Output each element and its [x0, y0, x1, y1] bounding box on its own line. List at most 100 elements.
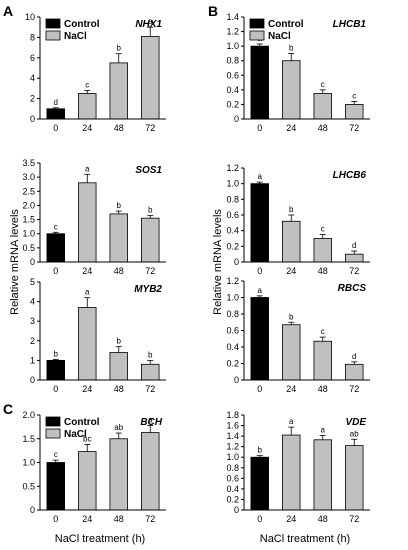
y-tick-label: 1.4 — [226, 12, 239, 22]
y-tick-label: 4 — [30, 73, 35, 83]
x-tick-label: 0 — [257, 123, 262, 133]
significance-letter: b — [258, 446, 263, 455]
significance-letter: ab — [114, 423, 123, 432]
y-tick-label: 0.4 — [226, 342, 239, 352]
y-tick-label: 1.0 — [226, 179, 239, 189]
x-tick-label: 24 — [82, 514, 92, 524]
x-tick-label: 48 — [318, 123, 328, 133]
bar — [345, 104, 364, 120]
significance-letter: b — [289, 205, 294, 214]
bar — [282, 324, 301, 381]
y-tick-label: 4 — [30, 297, 35, 307]
bar — [109, 438, 128, 511]
legend-swatch-control — [45, 18, 61, 29]
y-tick-label: 1.5 — [22, 215, 35, 225]
bar — [313, 340, 332, 381]
chart-rbcs: 0 0.2 0.4 0.6 0.8 1.0 1.2 a 0 b 24 c 48 d 72 RBCS — [226, 276, 370, 394]
bar — [141, 35, 160, 120]
significance-letter: d — [54, 98, 58, 107]
bar — [109, 213, 128, 263]
chart-myb2: 0 1 2 3 4 5 b 0 a 24 b 48 b 72 MYB2 — [30, 277, 166, 394]
bar — [250, 297, 269, 381]
chart-title: SOS1 — [135, 165, 162, 176]
chart-title: MYB2 — [134, 284, 162, 295]
chart-title: NHX1 — [135, 19, 162, 30]
significance-letter: d — [352, 352, 356, 361]
y-tick-label: 8 — [30, 32, 35, 42]
y-tick-label: 0.4 — [226, 484, 239, 494]
chart-title: RBCS — [338, 283, 367, 294]
bar — [46, 233, 65, 263]
bar — [46, 108, 65, 120]
x-tick-label: 48 — [318, 514, 328, 524]
y-tick-label: 0.6 — [226, 210, 239, 220]
chart-lhcb6: 0 0.2 0.4 0.6 0.8 1.0 1.2 a 0 b 24 c 48 d 72 LHCB6 — [226, 163, 370, 276]
x-tick-label: 48 — [114, 123, 124, 133]
significance-letter: c — [85, 80, 89, 89]
significance-letter: a — [148, 17, 153, 26]
significance-letter: a — [148, 415, 153, 424]
bar — [345, 363, 364, 381]
x-tick-label: 24 — [82, 123, 92, 133]
y-tick-label: 1.4 — [226, 431, 239, 441]
y-tick-label: 2 — [30, 94, 35, 104]
significance-letter: a — [85, 288, 90, 297]
y-tick-label: 0 — [30, 114, 35, 124]
significance-letter: a — [258, 172, 263, 181]
x-tick-label: 48 — [114, 384, 124, 394]
y-tick-label: 0 — [234, 375, 239, 385]
significance-letter: b — [117, 201, 122, 210]
x-tick-label: 24 — [286, 266, 296, 276]
y-tick-label: 5 — [30, 277, 35, 287]
y-tick-label: 0.2 — [226, 494, 239, 504]
chart-title: LHCB1 — [333, 19, 367, 30]
x-tick-label: 24 — [82, 266, 92, 276]
significance-letter: a — [289, 417, 294, 426]
significance-letter: b — [148, 350, 153, 359]
x-tick-label: 72 — [145, 266, 155, 276]
significance-letter: c — [54, 222, 58, 231]
x-tick-label: 24 — [286, 384, 296, 394]
y-tick-label: 3.0 — [22, 172, 35, 182]
y-tick-label: 1.0 — [226, 41, 239, 51]
x-tick-label: 72 — [349, 514, 359, 524]
legend-label-nacl: NaCl — [64, 429, 87, 440]
significance-letter: a — [85, 164, 90, 173]
x-tick-label: 48 — [318, 266, 328, 276]
y-tick-label: 1.2 — [226, 276, 239, 286]
legend-swatch-nacl — [45, 428, 61, 439]
bar — [109, 352, 128, 381]
x-tick-label: 0 — [53, 384, 58, 394]
bar — [282, 220, 301, 263]
y-tick-label: 0 — [234, 505, 239, 515]
bar — [78, 307, 97, 381]
y-tick-label: 1.0 — [226, 293, 239, 303]
y-tick-label: 1.0 — [22, 458, 35, 468]
chart-title: BCH — [140, 417, 162, 428]
x-tick-label: 0 — [257, 384, 262, 394]
bar — [345, 445, 364, 511]
significance-letter: c — [54, 450, 58, 459]
y-tick-label: 0.2 — [226, 241, 239, 251]
significance-letter: c — [321, 327, 325, 336]
x-tick-label: 0 — [53, 123, 58, 133]
y-axis-label-right: Relative mRNA levels — [212, 209, 224, 315]
chart-sos1: 0 0.5 1.0 1.5 2.0 2.5 3.0 3.5 c 0 a 24 b 48 b 72 SOS1 — [22, 158, 166, 276]
y-tick-label: 1.0 — [226, 452, 239, 462]
significance-letter: a — [321, 426, 326, 435]
bar — [250, 456, 269, 511]
significance-letter: b — [148, 205, 153, 214]
chart-lhcb1: 00.20.40.60.81.01.21.4a0b24c48c72LHCB1Co… — [226, 12, 370, 133]
y-tick-label: 6 — [30, 53, 35, 63]
bar — [282, 60, 301, 120]
x-tick-label: 0 — [257, 266, 262, 276]
y-tick-label: 0 — [234, 257, 239, 267]
y-tick-label: 1.2 — [226, 27, 239, 37]
x-axis-label-right: NaCl treatment (h) — [260, 533, 350, 545]
y-tick-label: 0.8 — [226, 194, 239, 204]
y-tick-label: 0 — [234, 114, 239, 124]
x-tick-label: 0 — [53, 514, 58, 524]
y-tick-label: 0.6 — [226, 326, 239, 336]
